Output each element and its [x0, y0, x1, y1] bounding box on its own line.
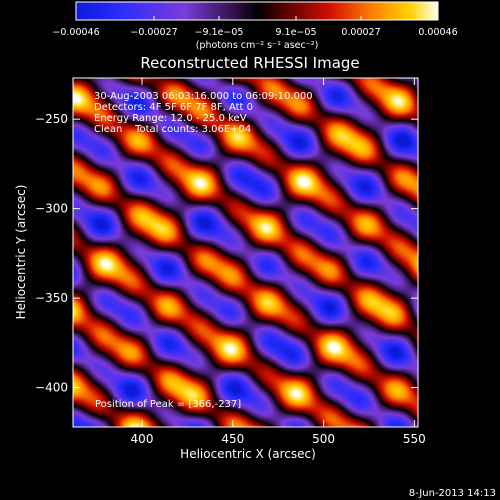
plot-frame	[72, 77, 419, 428]
y-axis-label: Heliocentric Y (arcsec)	[14, 185, 28, 320]
axis-ticks: 400 450 500 550 −250 −300 −350 −400	[35, 78, 426, 446]
y-tick-label: −250	[35, 112, 68, 126]
x-tick-label: 450	[221, 432, 244, 446]
colorbar-tick-label: −0.00027	[130, 27, 177, 38]
colorbar-tick-label: −9.1e−05	[195, 27, 244, 38]
y-tick-label: −400	[35, 381, 68, 395]
colorbar-unit-label: (photons cm⁻² s⁻¹ asec⁻²)	[196, 40, 319, 51]
footer-date: 8-Jun-2013 14:13	[409, 488, 496, 499]
heatmap-plot-area	[73, 78, 418, 427]
annotation-block: 30-Aug-2003 06:03:16.000 to 06:09:10.000…	[94, 91, 313, 135]
colorbar-tick-label: 0.00027	[341, 27, 380, 38]
colorbar-tick-label: 9.1e−05	[275, 27, 316, 38]
annotation-energy-range: Energy Range: 12.0 - 25.0 keV	[94, 113, 247, 124]
annotation-time-range: 30-Aug-2003 06:03:16.000 to 06:09:10.000	[94, 91, 313, 102]
y-tick-label: −300	[35, 202, 68, 216]
peak-position-label: Position of Peak = [366,-237]	[95, 399, 241, 410]
x-tick-label: 550	[403, 432, 426, 446]
annotation-detectors: Detectors: 4F 5F 6F 7F 8F, Att 0	[94, 102, 253, 113]
x-tick-label: 400	[131, 432, 154, 446]
colorbar-tick-label: −0.00046	[52, 27, 99, 38]
y-tick-label: −350	[35, 291, 68, 305]
x-axis-label: Heliocentric X (arcsec)	[180, 447, 316, 461]
colorbar-ticks: −0.00046 −0.00027 −9.1e−05 9.1e−05 0.00027 0.…	[52, 16, 458, 38]
annotation-clean-counts: Clean Total counts: 3.06E+04	[94, 124, 251, 135]
colorbar-tick-label: 0.00046	[418, 27, 457, 38]
chart-title: Reconstructed RHESSI Image	[140, 54, 359, 72]
colorbar: −0.00046 −0.00027 −9.1e−05 9.1e−05 0.00027 0.…	[52, 1, 458, 51]
colorbar-frame	[75, 1, 439, 21]
x-tick-label: 500	[312, 432, 335, 446]
colorbar-gradient	[76, 2, 438, 20]
heatmap-image	[73, 78, 418, 427]
